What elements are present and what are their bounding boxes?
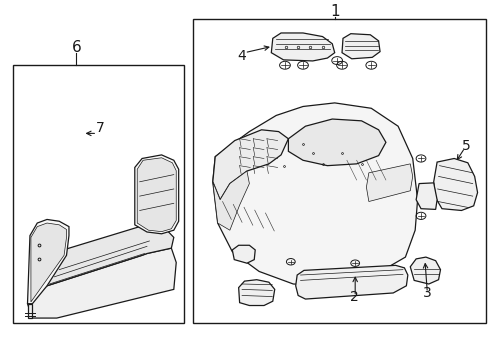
Bar	[193, 19, 485, 323]
Polygon shape	[31, 223, 66, 302]
Polygon shape	[137, 158, 176, 231]
Polygon shape	[135, 155, 178, 234]
Bar	[13, 65, 183, 323]
Text: 7: 7	[96, 121, 105, 135]
Polygon shape	[212, 171, 249, 230]
Text: 5: 5	[461, 139, 470, 153]
Polygon shape	[295, 265, 407, 299]
Polygon shape	[232, 245, 255, 263]
Polygon shape	[271, 33, 334, 61]
Polygon shape	[27, 220, 69, 304]
Polygon shape	[27, 248, 176, 318]
Polygon shape	[415, 183, 436, 210]
Polygon shape	[37, 225, 173, 286]
Polygon shape	[433, 158, 477, 211]
Text: 2: 2	[349, 289, 358, 303]
Polygon shape	[212, 103, 417, 286]
Polygon shape	[27, 304, 32, 318]
Text: 4: 4	[237, 49, 246, 63]
Polygon shape	[409, 257, 440, 284]
Text: 1: 1	[329, 4, 339, 19]
Polygon shape	[366, 164, 412, 202]
Polygon shape	[288, 119, 385, 166]
Text: 6: 6	[71, 40, 81, 55]
Text: 3: 3	[422, 286, 431, 300]
Polygon shape	[341, 34, 379, 59]
Polygon shape	[238, 280, 274, 306]
Polygon shape	[212, 130, 288, 200]
